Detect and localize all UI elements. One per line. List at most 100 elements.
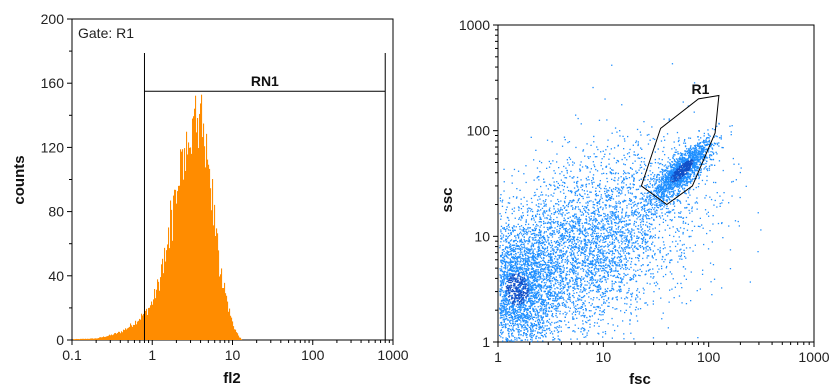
scatter-point — [690, 168, 692, 170]
scatter-point — [519, 266, 521, 268]
scatter-point — [540, 237, 542, 239]
scatter-point — [702, 154, 704, 156]
scatter-point — [561, 171, 563, 173]
scatter-point — [518, 302, 521, 304]
scatter-point — [690, 164, 692, 166]
scatter-point — [528, 295, 530, 297]
scatter-point — [518, 337, 520, 339]
scatter-point — [531, 337, 533, 339]
scatter-point — [513, 283, 515, 285]
scatter-point — [678, 153, 680, 155]
scatter-point — [681, 169, 683, 171]
scatter-point — [501, 333, 503, 335]
scatter-point — [683, 178, 685, 180]
scatter-point — [672, 196, 674, 198]
scatter-point — [683, 170, 685, 172]
scatter-point — [537, 283, 539, 285]
scatter-point — [673, 172, 675, 174]
scatter-point — [517, 223, 519, 225]
scatter-point — [665, 177, 667, 180]
scatter-point — [672, 180, 675, 182]
scatter-point — [677, 161, 679, 163]
scatter-point — [716, 142, 718, 144]
scatter-point — [509, 295, 511, 297]
scatter-point — [709, 145, 711, 148]
scatter-point — [698, 145, 700, 147]
scatter-point — [678, 160, 680, 162]
scatter-point — [513, 340, 515, 342]
scatter-point — [571, 266, 574, 269]
scatter-point — [701, 148, 704, 150]
scatter-point — [530, 300, 533, 302]
scatter-point — [673, 168, 675, 170]
scatter-point — [700, 147, 702, 149]
histogram-bar — [161, 264, 163, 340]
scatter-point — [520, 324, 522, 326]
scatter-point — [542, 336, 544, 338]
scatter-point — [548, 279, 551, 281]
scatter-point — [684, 153, 686, 156]
scatter-point — [619, 261, 621, 263]
scatter-point — [540, 284, 543, 287]
scatter-point — [509, 265, 512, 267]
scatter-point — [669, 193, 671, 195]
scatter-point — [572, 280, 574, 282]
scatter-point — [526, 292, 528, 295]
scatter-point — [543, 329, 545, 332]
scatter-point — [581, 306, 584, 308]
scatter-point — [704, 150, 706, 153]
scatter-point — [689, 168, 691, 170]
scatter-point — [527, 291, 529, 293]
scatter-point — [684, 181, 686, 183]
scatter-point — [663, 199, 665, 201]
scatter-point — [539, 287, 541, 290]
scatter-point — [595, 265, 598, 267]
scatter-point — [670, 176, 673, 178]
scatter-point — [544, 269, 546, 271]
scatter-point — [503, 227, 505, 229]
scatter-point — [520, 294, 522, 296]
scatter-point — [529, 289, 531, 291]
scatter-point — [528, 252, 531, 254]
scatter-point — [685, 165, 687, 167]
scatter-point — [537, 249, 540, 251]
scatter-point — [514, 336, 516, 339]
scatter-point — [690, 178, 692, 181]
scatter-point — [566, 293, 569, 296]
scatter-point — [501, 268, 503, 270]
scatter-point — [515, 253, 517, 255]
scatter-point — [499, 312, 501, 314]
scatter-point — [504, 290, 506, 293]
scatter-point — [544, 325, 546, 327]
scatter-point — [560, 276, 563, 278]
scatter-point — [535, 214, 537, 216]
scatter-point — [517, 324, 519, 327]
scatter-point — [697, 156, 700, 158]
histogram-bar — [90, 338, 92, 340]
scatter-point — [549, 277, 551, 279]
scatter-point — [515, 268, 517, 270]
scatter-point — [666, 185, 668, 187]
scatter-point — [668, 198, 670, 200]
scatter-point — [502, 234, 505, 236]
scatter-point — [504, 258, 506, 260]
scatter-point — [543, 310, 545, 312]
scatter-point — [517, 233, 519, 235]
scatter-point — [649, 200, 651, 203]
scatter-point — [544, 261, 546, 264]
scatter-point — [514, 310, 516, 312]
scatter-point — [511, 306, 513, 309]
scatter-point — [556, 316, 558, 318]
scatter-point — [513, 300, 515, 302]
scatter-point — [520, 317, 522, 319]
scatter-point — [684, 145, 687, 148]
scatter-point — [694, 169, 696, 171]
scatter-point — [677, 179, 679, 181]
scatter-point — [533, 300, 535, 303]
scatter-point — [531, 335, 533, 337]
scatter-point — [527, 282, 529, 284]
scatter-point — [535, 337, 537, 340]
scatter-point — [573, 330, 575, 332]
scatter-point — [510, 316, 512, 319]
